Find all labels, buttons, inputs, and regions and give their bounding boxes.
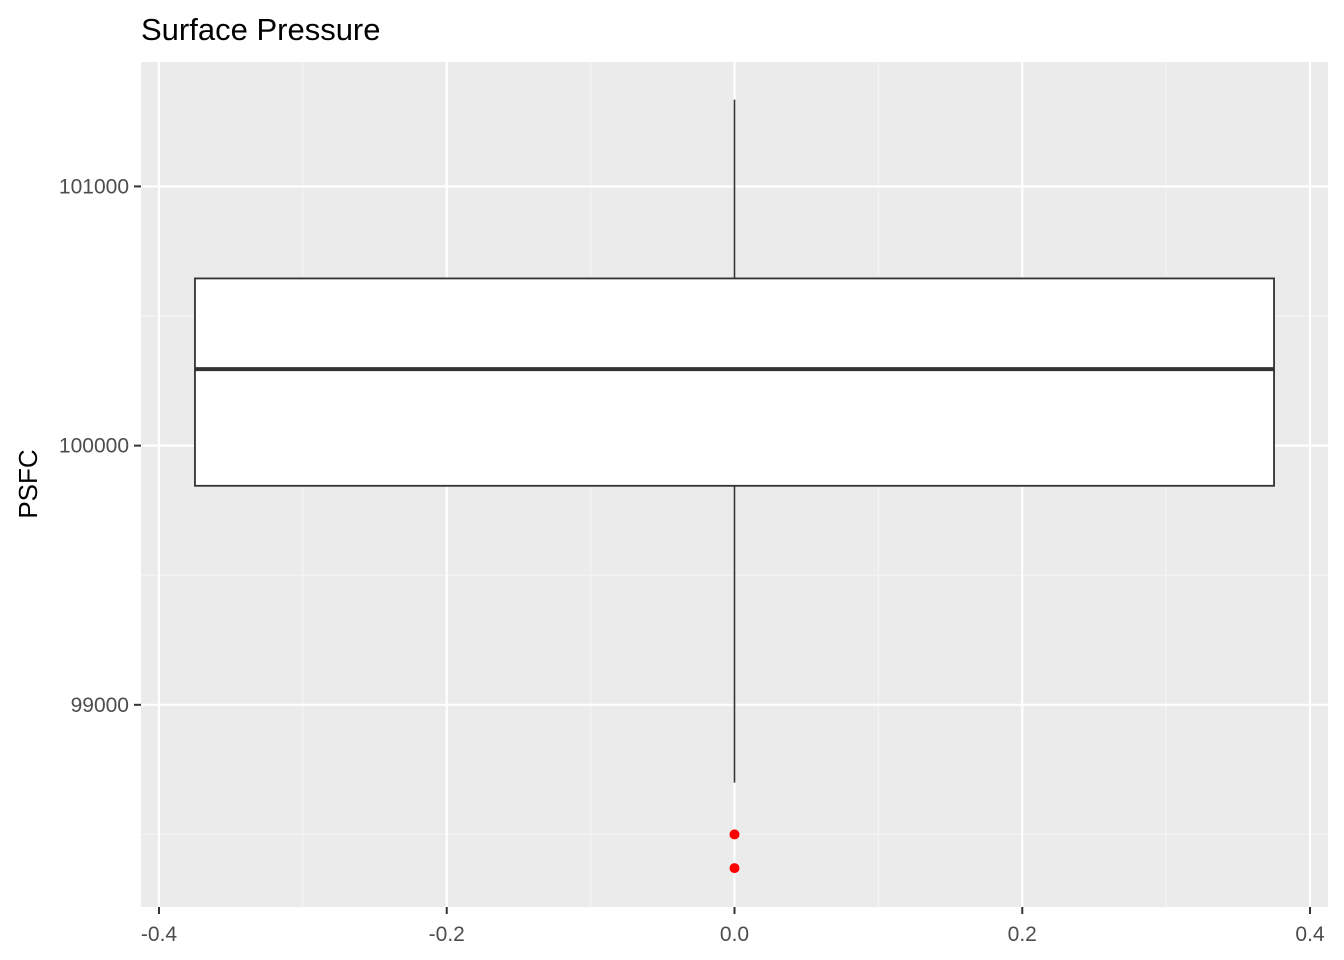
x-tick-label: -0.4: [141, 923, 178, 946]
outlier-points: [729, 829, 740, 874]
x-tick-label: 0.0: [720, 923, 749, 946]
boxplot: [194, 99, 1275, 783]
interquartile-box: [194, 277, 1275, 487]
y-tick-label: 101000: [59, 175, 129, 198]
outlier-point: [729, 863, 740, 874]
outlier-point: [729, 829, 740, 840]
y-tick-label: 99000: [71, 694, 129, 717]
x-tick-label: 0.2: [1008, 923, 1037, 946]
x-tick-label: 0.4: [1295, 923, 1325, 946]
chart-title: Surface Pressure: [141, 12, 381, 47]
axes: -0.4 -0.2 0.0 0.2 0.4 99000 100000 101000: [59, 175, 1325, 946]
y-axis-title: PSFC: [13, 449, 43, 518]
y-tick-label: 100000: [59, 435, 129, 458]
x-tick-label: -0.2: [429, 923, 465, 946]
